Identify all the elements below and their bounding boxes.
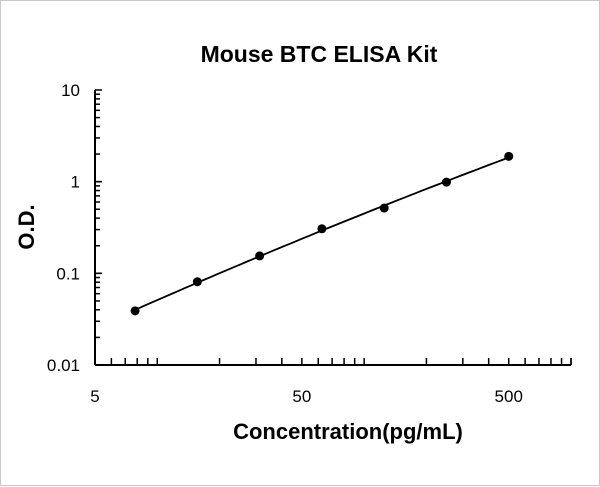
- y-tick-label: 0.1: [56, 264, 80, 283]
- data-point: [317, 224, 327, 234]
- y-tick-label: 0.01: [47, 356, 80, 375]
- x-tick-label: 500: [495, 387, 523, 406]
- data-point: [192, 277, 202, 287]
- data-point: [441, 177, 451, 187]
- y-tick-label: 10: [61, 81, 80, 100]
- trendline: [134, 156, 510, 311]
- data-point: [130, 306, 140, 316]
- data-point: [255, 251, 265, 261]
- y-tick-label: 1: [71, 173, 80, 192]
- chart-title: Mouse BTC ELISA Kit: [201, 41, 438, 67]
- x-tick-label: 5: [90, 387, 99, 406]
- x-tick-label: 50: [292, 387, 311, 406]
- x-axis-label: Concentration(pg/mL): [233, 419, 463, 444]
- y-axis-label: O.D.: [14, 204, 39, 249]
- data-point: [379, 203, 389, 213]
- data-point: [504, 151, 514, 161]
